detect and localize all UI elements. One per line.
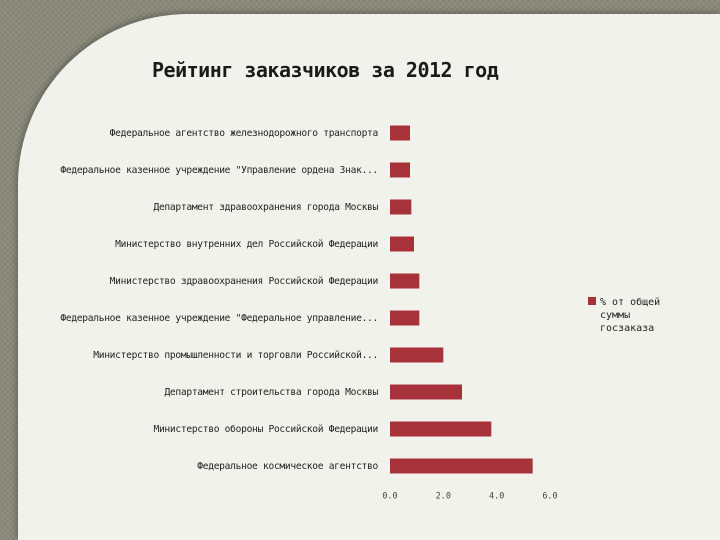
x-tick-label: 2.0 xyxy=(436,492,451,502)
category-label: Министерство внутренних дел Российской Ф… xyxy=(115,238,378,250)
x-tick-label: 4.0 xyxy=(489,492,504,502)
bar xyxy=(390,162,410,178)
bar xyxy=(390,384,462,400)
bar xyxy=(390,236,414,252)
chart-title: Рейтинг заказчиков за 2012 год xyxy=(152,58,499,82)
legend-swatch xyxy=(588,297,596,305)
bar xyxy=(390,199,412,215)
bar xyxy=(390,347,444,363)
legend-entry: % от общей xyxy=(588,296,678,309)
bar xyxy=(390,125,410,141)
x-tick-label: 6.0 xyxy=(542,492,557,502)
category-label: Министерство промышленности и торговли Р… xyxy=(93,349,378,361)
bar xyxy=(390,421,492,437)
legend-label-line2: суммы xyxy=(600,310,631,321)
category-label: Министерство обороны Российской Федераци… xyxy=(153,423,378,435)
legend-label-line1: % от общей xyxy=(600,297,661,308)
category-label: Министерство здравоохранения Российской … xyxy=(110,275,378,287)
legend-label-line3: госзаказа xyxy=(600,323,655,334)
category-label: Федеральное агентство железнодорожного т… xyxy=(110,128,378,139)
bar xyxy=(390,458,533,474)
category-label: Федеральное казенное учреждение "Федерал… xyxy=(60,313,378,324)
legend: % от общей суммы госзаказа xyxy=(588,296,678,335)
category-label: Федеральное космическое агентство xyxy=(197,461,378,472)
category-label: Департамент здравоохранения города Москв… xyxy=(153,202,378,213)
category-label: Федеральное казенное учреждение "Управле… xyxy=(60,165,378,176)
x-tick-label: 0.0 xyxy=(382,492,397,502)
bar xyxy=(390,310,420,326)
bar xyxy=(390,273,420,289)
category-label: Департамент строительства города Москвы xyxy=(164,387,378,398)
slide-panel xyxy=(18,14,720,540)
